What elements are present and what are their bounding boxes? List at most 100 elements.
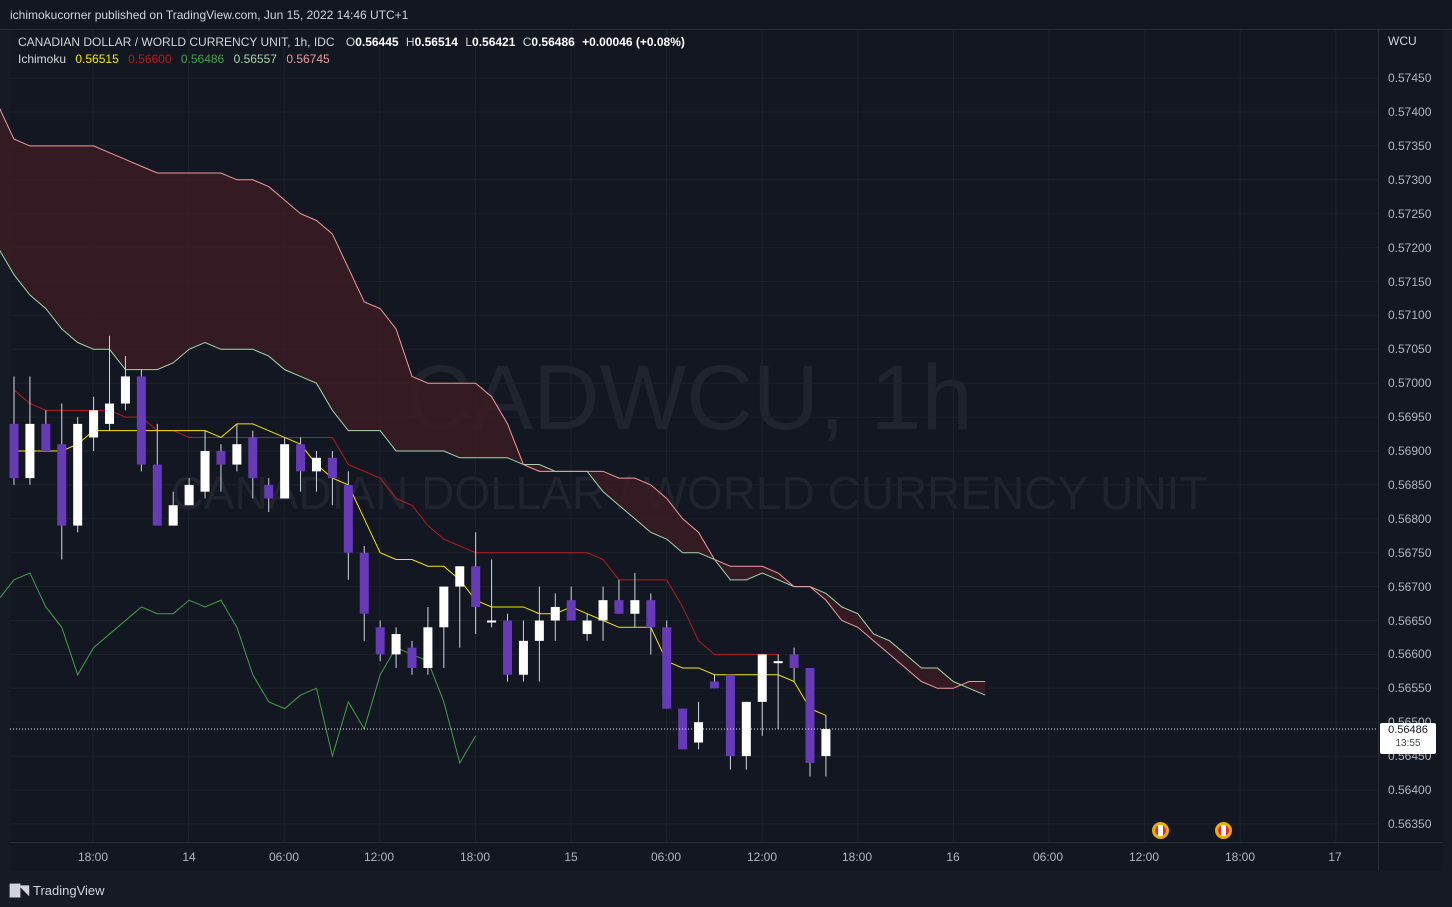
candle — [184, 478, 194, 506]
candle-body — [646, 600, 656, 628]
candle — [57, 403, 67, 560]
time-tick: 15 — [564, 850, 578, 864]
price-tick: 0.56600 — [1388, 647, 1432, 661]
candle — [311, 451, 321, 492]
tradingview-logo-icon: ▇◥ — [10, 882, 29, 897]
time-tick: 06:00 — [268, 850, 300, 864]
price-tick: 0.56350 — [1388, 817, 1432, 831]
candle-body — [152, 464, 162, 526]
candle-body — [471, 566, 481, 607]
candle — [757, 654, 767, 736]
candle-body — [232, 444, 242, 465]
open-label: O — [345, 35, 356, 49]
candle-body — [248, 437, 258, 479]
low-value: 0.56421 — [472, 35, 516, 49]
candle-body — [136, 376, 146, 465]
high-label: H — [405, 35, 415, 49]
time-tick: 18:00 — [77, 850, 109, 864]
candle-body — [455, 566, 465, 587]
candle-body — [296, 444, 306, 472]
candle — [709, 674, 719, 689]
candle — [566, 586, 576, 621]
candle — [73, 417, 83, 533]
candle-body — [264, 484, 274, 499]
axis-corner — [1378, 842, 1443, 871]
leading-span-a-line — [0, 249, 986, 696]
bar-countdown: 13:55 — [1395, 738, 1421, 749]
time-axis[interactable] — [10, 842, 1378, 871]
publish-info: ichimokucorner published on TradingView.… — [10, 8, 409, 22]
price-tick: 0.57050 — [1388, 342, 1432, 356]
candle — [407, 640, 417, 675]
tradingview-brand[interactable]: ▇◥ TradingView — [10, 882, 105, 898]
candle — [359, 545, 369, 641]
price-axis-currency[interactable]: WCU — [1388, 34, 1417, 48]
low-label: L — [465, 35, 473, 49]
candle — [582, 613, 592, 641]
candle — [487, 559, 497, 628]
price-axis[interactable] — [1378, 30, 1443, 842]
candle-body — [200, 451, 210, 492]
price-tick: 0.57200 — [1388, 241, 1432, 255]
canada-event-icon[interactable] — [1152, 822, 1169, 839]
candle — [423, 606, 433, 675]
price-tick: 0.57100 — [1388, 308, 1432, 322]
indicator-name[interactable]: Ichimoku — [18, 52, 67, 66]
last-price-label: 0.56486 13:55 — [1380, 723, 1436, 754]
candle-body — [9, 423, 19, 479]
open-value: 0.56445 — [355, 35, 399, 49]
candle — [25, 376, 35, 485]
lagging-span-line — [0, 572, 477, 765]
candle-body — [359, 552, 369, 614]
candle-body — [487, 620, 497, 623]
chart-pane[interactable] — [10, 30, 1378, 842]
price-tick: 0.57450 — [1388, 71, 1432, 85]
candle-body — [662, 627, 672, 709]
price-tick: 0.56400 — [1388, 783, 1432, 797]
candle — [646, 593, 656, 655]
time-tick: 12:00 — [363, 850, 395, 864]
price-tick: 0.57300 — [1388, 173, 1432, 187]
candle — [518, 620, 528, 682]
price-tick: 0.56800 — [1388, 512, 1432, 526]
candle-body — [757, 654, 767, 702]
candle — [296, 437, 306, 492]
candle-body — [407, 647, 417, 668]
candle — [343, 471, 353, 580]
high-value: 0.56514 — [414, 35, 458, 49]
time-tick: 18:00 — [459, 850, 491, 864]
candle-body — [789, 654, 799, 668]
price-tick: 0.57400 — [1388, 105, 1432, 119]
candle-body — [375, 627, 385, 655]
close-value: 0.56486 — [531, 35, 575, 49]
conversion-line — [14, 423, 827, 716]
time-tick: 18:00 — [1224, 850, 1256, 864]
candle-body — [57, 444, 67, 526]
price-tick: 0.56950 — [1388, 410, 1432, 424]
candle-body — [423, 627, 433, 668]
candles — [9, 335, 831, 777]
candle — [89, 396, 99, 451]
candle-body — [311, 457, 321, 472]
candle — [789, 647, 799, 682]
candle — [550, 593, 560, 641]
candle — [248, 430, 258, 499]
price-tick: 0.56750 — [1388, 546, 1432, 560]
candle-body — [566, 600, 576, 621]
candle-body — [73, 423, 83, 526]
candle — [41, 410, 51, 451]
candle — [152, 423, 162, 526]
candle — [200, 430, 210, 499]
chart-legend: CANADIAN DOLLAR / WORLD CURRENCY UNIT, 1… — [18, 34, 685, 68]
candle — [105, 335, 115, 431]
candle-body — [105, 403, 115, 424]
canada-event-icon[interactable] — [1215, 822, 1232, 839]
price-tick: 0.56900 — [1388, 444, 1432, 458]
price-tick: 0.57250 — [1388, 207, 1432, 221]
ichimoku-cloud — [0, 109, 986, 696]
indicator-row[interactable]: Ichimoku 0.56515 0.56600 0.56486 0.56557… — [18, 51, 685, 68]
candle-body — [725, 674, 735, 757]
time-tick: 12:00 — [746, 850, 778, 864]
candle-body — [614, 600, 624, 614]
candle — [598, 586, 608, 641]
